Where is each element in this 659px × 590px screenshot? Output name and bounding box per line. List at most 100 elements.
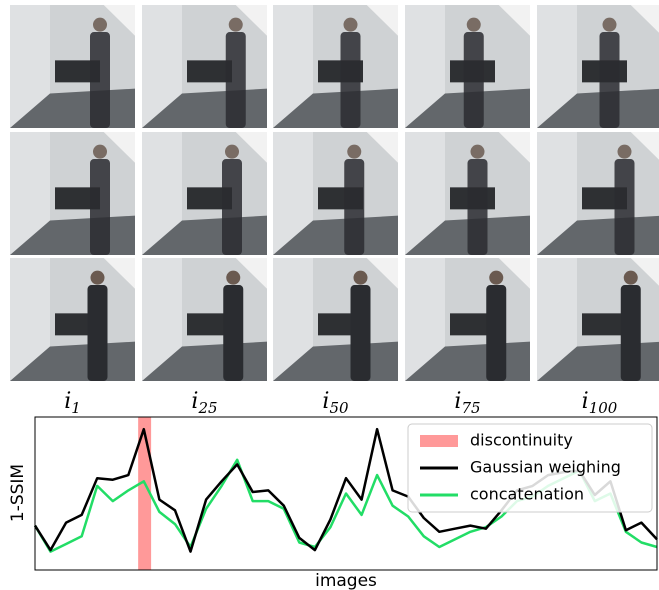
photo-roof — [498, 132, 530, 163]
photo-person — [463, 32, 484, 129]
photo-roof — [103, 132, 135, 163]
photo-wall — [405, 5, 445, 128]
photo-roof — [235, 132, 267, 163]
column-label-base: i — [322, 389, 329, 414]
photo-roof — [366, 5, 398, 36]
photo-roof — [235, 5, 267, 36]
photo-person — [486, 285, 507, 381]
photo-wall — [273, 258, 313, 381]
photo — [405, 132, 530, 255]
photo — [537, 132, 659, 255]
photo-wall — [273, 132, 313, 255]
photo-desk — [187, 60, 232, 83]
photo-roof — [630, 5, 659, 33]
photo — [10, 132, 135, 255]
photo-wall — [10, 258, 50, 381]
discontinuity-span — [138, 417, 152, 570]
photo — [142, 132, 267, 255]
photo-person — [344, 159, 365, 255]
photo-person — [225, 32, 246, 129]
photo-head — [623, 270, 638, 285]
legend-frame — [407, 423, 653, 513]
photo-head — [93, 17, 107, 32]
column-label-base: i — [191, 389, 198, 414]
photo-person — [223, 285, 244, 381]
photo-wall — [10, 132, 50, 255]
photo-person — [350, 285, 371, 381]
photo — [142, 258, 267, 381]
photo-head — [353, 270, 368, 285]
photo-head — [470, 144, 485, 159]
photo-roof — [630, 258, 659, 286]
photo-head — [226, 270, 241, 285]
column-label-subscript: 100 — [589, 399, 618, 417]
column-label-subscript: 25 — [197, 399, 217, 417]
photo-head — [347, 144, 362, 159]
column-label: i1 — [64, 389, 81, 417]
photo-roof — [498, 258, 530, 289]
photo-roof — [235, 258, 267, 289]
photo-person — [340, 32, 361, 129]
photo-roof — [366, 132, 398, 163]
photo-roof — [103, 258, 135, 289]
photo-roof — [366, 258, 398, 289]
photo — [273, 132, 398, 255]
photo-wall — [537, 132, 577, 255]
photo-roof — [630, 132, 659, 160]
photo-head — [228, 17, 243, 32]
legend-swatch — [420, 435, 458, 447]
column-label: i75 — [454, 389, 480, 417]
photo-roof — [498, 5, 530, 36]
photo-desk — [187, 187, 232, 210]
photo-desk — [55, 187, 100, 210]
photo-wall — [142, 132, 182, 255]
photo-person — [599, 32, 620, 129]
photo-desk — [582, 313, 627, 336]
legend-label: Gaussian weighing — [470, 458, 621, 477]
photo-person — [614, 159, 635, 255]
photo-head — [466, 17, 481, 32]
photo-floor — [537, 88, 659, 128]
photo-wall — [405, 258, 445, 381]
photo-wall — [405, 132, 445, 255]
column-label: i50 — [322, 389, 349, 417]
photo-wall — [10, 5, 50, 128]
photo — [142, 5, 267, 129]
column-label-base: i — [64, 389, 71, 414]
column-label-subscript: 50 — [329, 399, 349, 417]
column-label-subscript: 1 — [71, 399, 81, 417]
image-grid — [10, 5, 659, 381]
photo — [405, 5, 530, 129]
plot-frame — [34, 416, 658, 571]
photo-wall — [537, 258, 577, 381]
photo-floor — [273, 215, 398, 255]
photo-head — [343, 17, 358, 32]
legend-label: discontinuity — [470, 431, 573, 450]
x-axis-label: images — [315, 571, 377, 590]
photo-roof — [103, 5, 135, 36]
photo-head — [90, 270, 105, 285]
photo-head — [489, 270, 504, 285]
photo-person — [467, 159, 488, 255]
photo-head — [225, 144, 239, 159]
photo-person — [87, 285, 108, 381]
photo-person — [620, 285, 641, 381]
photo-person — [90, 159, 110, 255]
photo — [537, 258, 659, 381]
column-label: i100 — [582, 389, 618, 417]
photo-person — [222, 159, 242, 255]
photo-head — [602, 17, 617, 32]
column-label-subscript: 75 — [461, 399, 480, 417]
column-labels: i1 i25 i50 i75 i100 — [64, 389, 618, 417]
legend-label: concatenation — [470, 485, 584, 504]
photo-floor — [273, 88, 398, 128]
photo — [10, 258, 135, 381]
photo — [273, 5, 398, 129]
photo-desk — [450, 313, 495, 336]
column-label-base: i — [454, 389, 461, 414]
photo-desk — [55, 60, 100, 83]
photo — [273, 258, 398, 381]
photo — [537, 5, 659, 129]
column-label: i25 — [191, 389, 217, 417]
